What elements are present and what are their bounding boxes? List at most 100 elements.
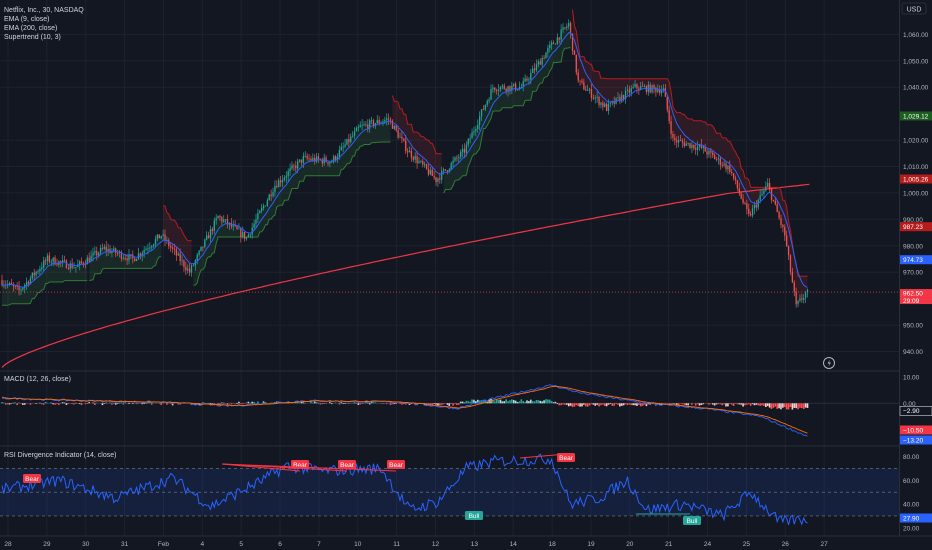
candle-body: [583, 82, 585, 90]
macd-histogram-bar: [18, 402, 20, 404]
macd-histogram-bar: [84, 403, 87, 405]
candle-body: [56, 264, 58, 266]
candle-body: [115, 248, 117, 254]
candle-body: [27, 281, 30, 284]
candle-body: [359, 125, 361, 128]
macd-histogram-bar: [240, 403, 242, 404]
ema9-legend[interactable]: EMA (9, close): [4, 16, 50, 23]
macd-histogram-bar: [730, 403, 733, 405]
time-tick-label: 5: [239, 541, 243, 548]
macd-histogram-bar: [342, 403, 344, 404]
bear-divergence-badge: [338, 460, 356, 469]
macd-histogram-bar: [778, 403, 780, 409]
candle-body: [90, 255, 92, 262]
rsi-legend[interactable]: RSI Divergence Indicator (14, close): [4, 452, 116, 459]
candle-body: [784, 227, 786, 236]
macd-histogram-bar: [509, 400, 511, 404]
macd-histogram-bar: [492, 399, 494, 404]
macd-histogram-bar: [118, 402, 121, 404]
candle-body: [621, 95, 623, 102]
ema200-legend[interactable]: EMA (200, close): [4, 25, 57, 32]
macd-histogram-bar: [734, 403, 737, 404]
candle-body: [507, 85, 509, 92]
macd-histogram-bar: [63, 402, 66, 404]
candle-body: [12, 284, 15, 287]
candle-body: [207, 235, 210, 239]
macd-pane[interactable]: [0, 384, 899, 437]
time-tick-label: 10: [354, 541, 362, 548]
macd-tick-label: 0.00: [903, 401, 916, 408]
macd-legend[interactable]: MACD (12, 26, close): [4, 376, 71, 383]
time-tick-label: 31: [121, 541, 129, 548]
macd-histogram-bar: [312, 402, 314, 404]
time-tick-label: 13: [471, 541, 479, 548]
macd-histogram-bar: [558, 403, 561, 406]
candle-body: [130, 254, 132, 256]
candle-body: [484, 104, 486, 110]
macd-hist-badge-border: [899, 406, 932, 416]
candle-body: [564, 27, 566, 29]
macd-histogram-bar: [463, 402, 466, 404]
candle-body: [135, 258, 138, 262]
macd-histogram-bar: [763, 403, 765, 406]
candle-body: [566, 26, 568, 28]
candle-body: [355, 127, 358, 132]
candle-body: [73, 267, 75, 269]
supertrend-up-line: [443, 47, 571, 194]
macd-histogram-bar: [3, 402, 5, 404]
macd-histogram-bar: [385, 403, 388, 405]
candle-body: [444, 169, 447, 171]
candle-body: [10, 282, 13, 285]
macd-histogram-bar: [54, 403, 56, 405]
macd-histogram-bar: [35, 403, 37, 404]
macd-histogram-bar: [584, 403, 587, 407]
ema200-badge-bg: [900, 174, 932, 184]
macd-histogram-bar: [736, 403, 739, 405]
candle-body: [353, 131, 356, 136]
candle-body: [600, 102, 602, 105]
time-tick-label: 18: [548, 541, 556, 548]
macd-histogram-bar: [67, 403, 70, 405]
candle-body: [702, 146, 704, 148]
candle-body: [187, 268, 189, 271]
rsi-line: [1, 453, 808, 526]
candle-body: [804, 292, 807, 298]
macd-histogram-bar: [446, 403, 449, 405]
macd-histogram-bar: [440, 403, 443, 405]
currency-button[interactable]: [901, 2, 927, 15]
candle-body: [793, 282, 795, 292]
candle-body: [147, 248, 149, 250]
bull-divergence-badge: [465, 511, 483, 520]
symbol-legend[interactable]: Netflix, Inc., 30, NASDAQ: [4, 7, 84, 14]
price-axis[interactable]: 1,060.00 1,050.00 1,040.00 1,020.00 1,010.00…: [903, 32, 929, 533]
rsi-pane[interactable]: Bear Bear Bear Bear Bear Bull Bull: [0, 453, 899, 526]
supertrend-legend[interactable]: Supertrend (10, 3): [4, 34, 61, 41]
macd-histogram-bar: [423, 403, 426, 406]
candle-body: [382, 121, 384, 123]
candle-body: [215, 218, 217, 221]
macd-histogram-bar: [609, 403, 612, 405]
candle-body: [223, 219, 225, 222]
macd-histogram-bar: [365, 401, 367, 404]
macd-histogram-bar: [742, 403, 744, 407]
macd-histogram-bar: [524, 401, 526, 404]
macd-hist-badge: −2.90: [903, 408, 920, 415]
candle-body: [632, 87, 634, 89]
candle-body: [719, 158, 721, 166]
macd-histogram-bar: [334, 402, 337, 404]
candle-body: [674, 137, 676, 141]
macd-histogram-bar: [581, 403, 583, 407]
candle-body: [732, 173, 735, 179]
candle-body: [693, 144, 695, 149]
candle-body: [386, 118, 388, 120]
candle-body: [22, 287, 24, 290]
candle-body: [778, 212, 780, 219]
candle-body: [619, 97, 621, 102]
macd-histogram-bar: [749, 403, 752, 406]
candle-body: [463, 148, 466, 153]
macd-histogram-bar: [457, 403, 460, 405]
price-tick-label: 1,050.00: [903, 58, 929, 65]
time-axis[interactable]: 28 29 30 31 Feb 4 5 6 7 10 11 12 13 14 18 19 20 21 24 25 26 2…: [4, 541, 828, 548]
